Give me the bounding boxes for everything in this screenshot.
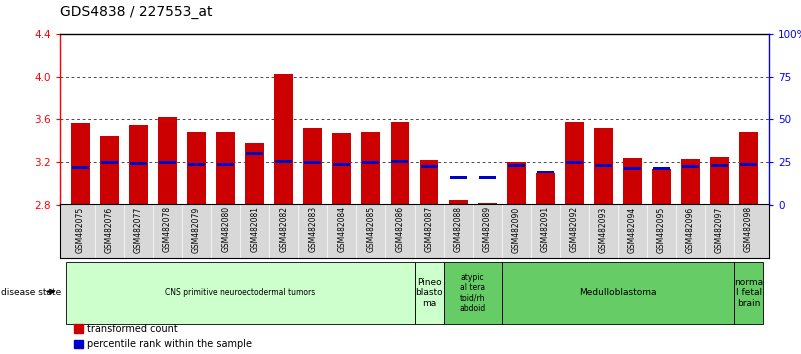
- Bar: [74, 340, 83, 348]
- Bar: [72, 166, 89, 169]
- Text: Pineo
blasto
ma: Pineo blasto ma: [415, 278, 443, 308]
- Text: GSM482078: GSM482078: [163, 206, 172, 252]
- Bar: [101, 161, 118, 164]
- Bar: [415, 262, 444, 324]
- Text: norma
l fetal
brain: norma l fetal brain: [734, 278, 763, 308]
- Text: GSM482091: GSM482091: [541, 206, 549, 252]
- Text: GSM482085: GSM482085: [366, 206, 376, 252]
- Bar: [652, 169, 671, 205]
- Text: GSM482086: GSM482086: [396, 206, 405, 252]
- Bar: [477, 203, 497, 205]
- Bar: [536, 173, 555, 205]
- Bar: [420, 160, 438, 205]
- Bar: [246, 153, 264, 155]
- Bar: [100, 136, 119, 205]
- Text: GSM482098: GSM482098: [744, 206, 753, 252]
- Bar: [566, 161, 583, 164]
- Text: GSM482089: GSM482089: [483, 206, 492, 252]
- Bar: [158, 117, 177, 205]
- Text: GSM482080: GSM482080: [221, 206, 230, 252]
- Text: GSM482088: GSM482088: [453, 206, 463, 252]
- Bar: [710, 157, 729, 205]
- Bar: [217, 163, 234, 166]
- Bar: [74, 324, 83, 333]
- Bar: [449, 200, 468, 205]
- Text: GSM482090: GSM482090: [512, 206, 521, 252]
- Bar: [734, 262, 763, 324]
- Text: GSM482095: GSM482095: [657, 206, 666, 252]
- Text: GSM482084: GSM482084: [337, 206, 346, 252]
- Text: GDS4838 / 227553_at: GDS4838 / 227553_at: [60, 5, 212, 19]
- Bar: [682, 165, 699, 168]
- Text: CNS primitive neuroectodermal tumors: CNS primitive neuroectodermal tumors: [165, 289, 316, 297]
- Bar: [392, 160, 409, 163]
- Bar: [129, 125, 148, 205]
- Bar: [595, 164, 612, 167]
- Bar: [274, 74, 293, 205]
- Text: GSM482081: GSM482081: [250, 206, 260, 252]
- Bar: [304, 161, 321, 164]
- Bar: [501, 262, 734, 324]
- Bar: [711, 164, 728, 167]
- Bar: [159, 161, 176, 164]
- Text: GSM482093: GSM482093: [599, 206, 608, 252]
- Bar: [565, 122, 584, 205]
- Bar: [740, 163, 757, 166]
- Text: GSM482097: GSM482097: [715, 206, 724, 252]
- Bar: [245, 143, 264, 205]
- Text: GSM482077: GSM482077: [134, 206, 143, 252]
- Bar: [66, 262, 415, 324]
- Bar: [276, 160, 292, 163]
- Bar: [681, 159, 700, 205]
- Text: disease state: disease state: [1, 289, 61, 297]
- Bar: [594, 128, 613, 205]
- Bar: [362, 161, 380, 164]
- Bar: [187, 132, 206, 205]
- Text: GSM482075: GSM482075: [76, 206, 85, 252]
- Bar: [508, 164, 525, 167]
- Bar: [71, 123, 90, 205]
- Text: transformed count: transformed count: [87, 324, 178, 333]
- Bar: [653, 167, 670, 170]
- Text: atypic
al tera
toid/rh
abdoid: atypic al tera toid/rh abdoid: [460, 273, 485, 313]
- Bar: [739, 132, 758, 205]
- Text: GSM482083: GSM482083: [308, 206, 317, 252]
- Bar: [444, 262, 501, 324]
- Bar: [507, 162, 525, 205]
- Text: GSM482096: GSM482096: [686, 206, 695, 252]
- Text: GSM482087: GSM482087: [425, 206, 433, 252]
- Text: Medulloblastoma: Medulloblastoma: [579, 289, 657, 297]
- Bar: [216, 132, 235, 205]
- Bar: [333, 163, 350, 166]
- Bar: [188, 163, 205, 166]
- Text: GSM482092: GSM482092: [570, 206, 579, 252]
- Bar: [304, 128, 322, 205]
- Bar: [449, 176, 467, 179]
- Bar: [391, 122, 409, 205]
- Bar: [130, 162, 147, 165]
- Bar: [537, 171, 553, 173]
- Text: percentile rank within the sample: percentile rank within the sample: [87, 339, 252, 349]
- Text: GSM482079: GSM482079: [192, 206, 201, 252]
- Bar: [361, 132, 380, 205]
- Bar: [479, 176, 496, 179]
- Bar: [332, 133, 352, 205]
- Bar: [421, 165, 437, 168]
- Text: GSM482094: GSM482094: [628, 206, 637, 252]
- Text: GSM482082: GSM482082: [280, 206, 288, 252]
- Text: GSM482076: GSM482076: [105, 206, 114, 252]
- Bar: [624, 167, 641, 170]
- Bar: [623, 158, 642, 205]
